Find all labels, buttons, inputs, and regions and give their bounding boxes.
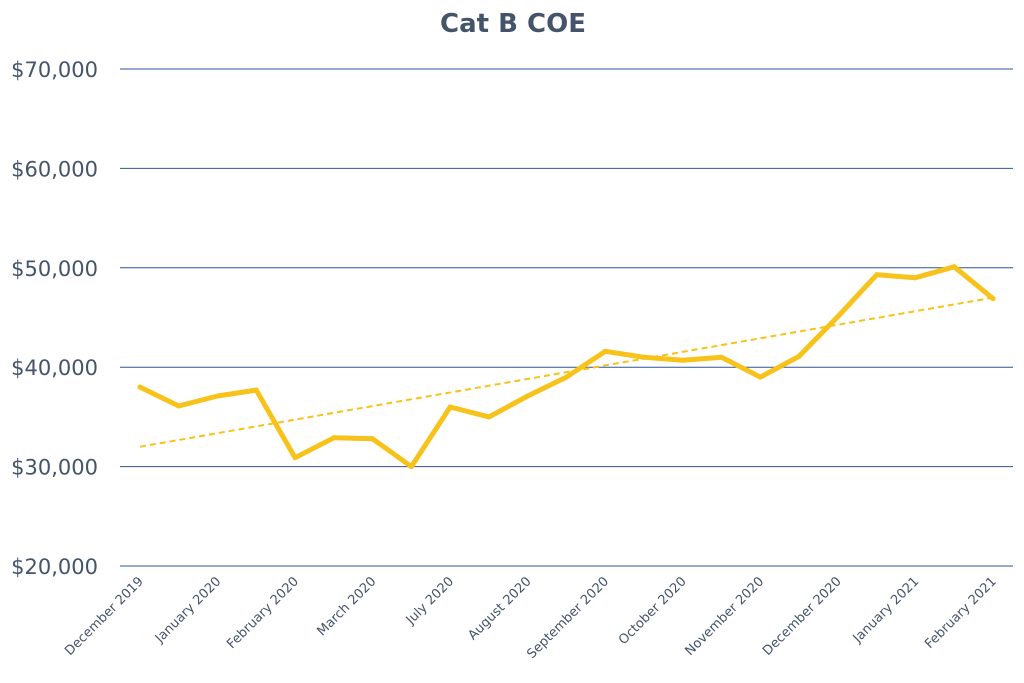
data-point — [796, 353, 802, 359]
data-point — [215, 393, 221, 399]
data-point — [951, 264, 957, 270]
x-tick-label: January 2021 — [850, 574, 922, 646]
data-point — [370, 436, 376, 442]
data-point — [486, 414, 492, 420]
data-point — [564, 374, 569, 380]
x-tick-label: February 2021 — [922, 574, 1000, 652]
x-tick-label: March 2020 — [315, 574, 380, 639]
y-tick-label: $50,000 — [11, 257, 98, 281]
data-point — [331, 435, 337, 441]
x-tick-label: August 2020 — [465, 574, 534, 643]
y-axis-ticks: $70,000 $60,000 $50,000 $40,000 $30,000 $20,0… — [11, 58, 98, 579]
x-tick-label: November 2020 — [682, 574, 767, 659]
x-axis-ticks: December 2019 January 2020 February 2020 Ma… — [62, 574, 1000, 662]
x-tick-label: January 2020 — [152, 574, 224, 646]
data-point — [176, 403, 182, 409]
gridlines — [120, 68, 1013, 567]
x-tick-label: December 2020 — [760, 574, 845, 659]
trendline — [139, 296, 994, 448]
y-tick-label: $40,000 — [11, 356, 98, 380]
data-point — [874, 272, 880, 278]
data-point — [253, 387, 259, 393]
x-tick-label: July 2020 — [403, 574, 457, 628]
data-point — [641, 354, 647, 360]
y-tick-label: $20,000 — [11, 555, 98, 579]
x-tick-label: February 2020 — [224, 574, 302, 652]
data-point — [912, 275, 918, 281]
data-point — [525, 393, 531, 399]
data-point — [757, 374, 763, 380]
series-group — [137, 264, 996, 470]
data-point — [137, 384, 143, 390]
data-point — [680, 357, 686, 363]
x-tick-label: September 2020 — [524, 574, 612, 662]
data-point — [292, 455, 298, 461]
data-point — [447, 404, 453, 410]
trendline-group — [139, 296, 994, 448]
chart-title: Cat B COE — [440, 9, 586, 39]
data-point — [408, 464, 414, 470]
y-tick-label: $70,000 — [11, 58, 98, 82]
data-point — [835, 314, 841, 320]
data-point — [719, 354, 725, 360]
y-tick-label: $30,000 — [11, 456, 98, 480]
data-point — [602, 348, 608, 354]
data-point — [990, 296, 996, 302]
x-tick-label: December 2019 — [62, 574, 147, 659]
y-tick-label: $60,000 — [11, 157, 98, 181]
x-tick-label: October 2020 — [616, 574, 690, 648]
